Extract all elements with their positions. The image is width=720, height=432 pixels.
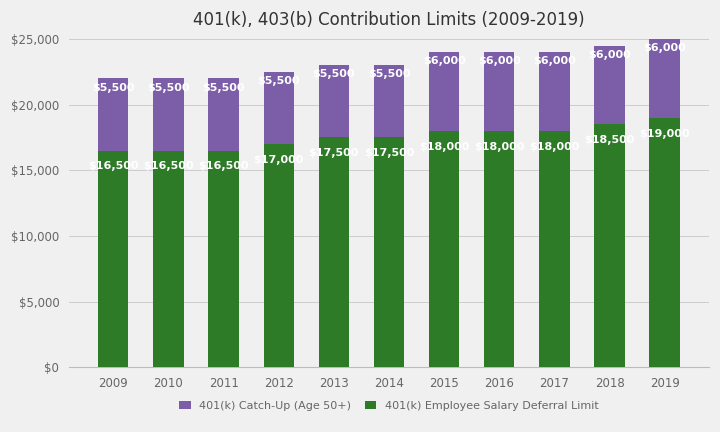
Bar bbox=[429, 131, 459, 367]
Text: $6,000: $6,000 bbox=[423, 56, 466, 67]
Bar bbox=[374, 65, 404, 137]
Bar bbox=[649, 39, 680, 118]
Bar bbox=[594, 45, 625, 124]
Bar bbox=[208, 78, 239, 151]
Text: $18,500: $18,500 bbox=[585, 135, 635, 145]
Text: $5,500: $5,500 bbox=[258, 76, 300, 86]
Bar bbox=[319, 65, 349, 137]
Text: $19,000: $19,000 bbox=[639, 129, 690, 139]
Text: $18,000: $18,000 bbox=[529, 142, 580, 152]
Bar bbox=[98, 151, 128, 367]
Text: $18,000: $18,000 bbox=[419, 142, 469, 152]
Text: $6,000: $6,000 bbox=[588, 50, 631, 60]
Text: $5,500: $5,500 bbox=[92, 83, 135, 92]
Bar bbox=[153, 78, 184, 151]
Text: $5,500: $5,500 bbox=[202, 83, 245, 92]
Bar bbox=[649, 118, 680, 367]
Text: $16,500: $16,500 bbox=[143, 161, 194, 172]
Legend: 401(k) Catch-Up (Age 50+), 401(k) Employee Salary Deferral Limit: 401(k) Catch-Up (Age 50+), 401(k) Employ… bbox=[176, 397, 602, 414]
Text: $5,500: $5,500 bbox=[312, 70, 355, 79]
Text: $16,500: $16,500 bbox=[198, 161, 249, 172]
Bar bbox=[264, 72, 294, 144]
Text: $6,000: $6,000 bbox=[533, 56, 576, 67]
Bar bbox=[539, 131, 570, 367]
Text: $5,500: $5,500 bbox=[368, 70, 410, 79]
Text: $17,500: $17,500 bbox=[364, 148, 414, 158]
Text: $18,000: $18,000 bbox=[474, 142, 524, 152]
Text: $16,500: $16,500 bbox=[88, 161, 138, 172]
Bar bbox=[98, 78, 128, 151]
Bar bbox=[264, 144, 294, 367]
Bar bbox=[484, 52, 514, 131]
Bar bbox=[484, 131, 514, 367]
Text: $6,000: $6,000 bbox=[643, 43, 686, 53]
Text: $17,000: $17,000 bbox=[253, 155, 304, 165]
Bar bbox=[594, 124, 625, 367]
Bar bbox=[208, 151, 239, 367]
Text: $6,000: $6,000 bbox=[478, 56, 521, 67]
Title: 401(k), 403(b) Contribution Limits (2009-2019): 401(k), 403(b) Contribution Limits (2009… bbox=[193, 11, 585, 29]
Bar bbox=[153, 151, 184, 367]
Bar bbox=[319, 137, 349, 367]
Bar bbox=[429, 52, 459, 131]
Bar bbox=[539, 52, 570, 131]
Bar bbox=[374, 137, 404, 367]
Text: $17,500: $17,500 bbox=[309, 148, 359, 158]
Text: $5,500: $5,500 bbox=[147, 83, 189, 92]
